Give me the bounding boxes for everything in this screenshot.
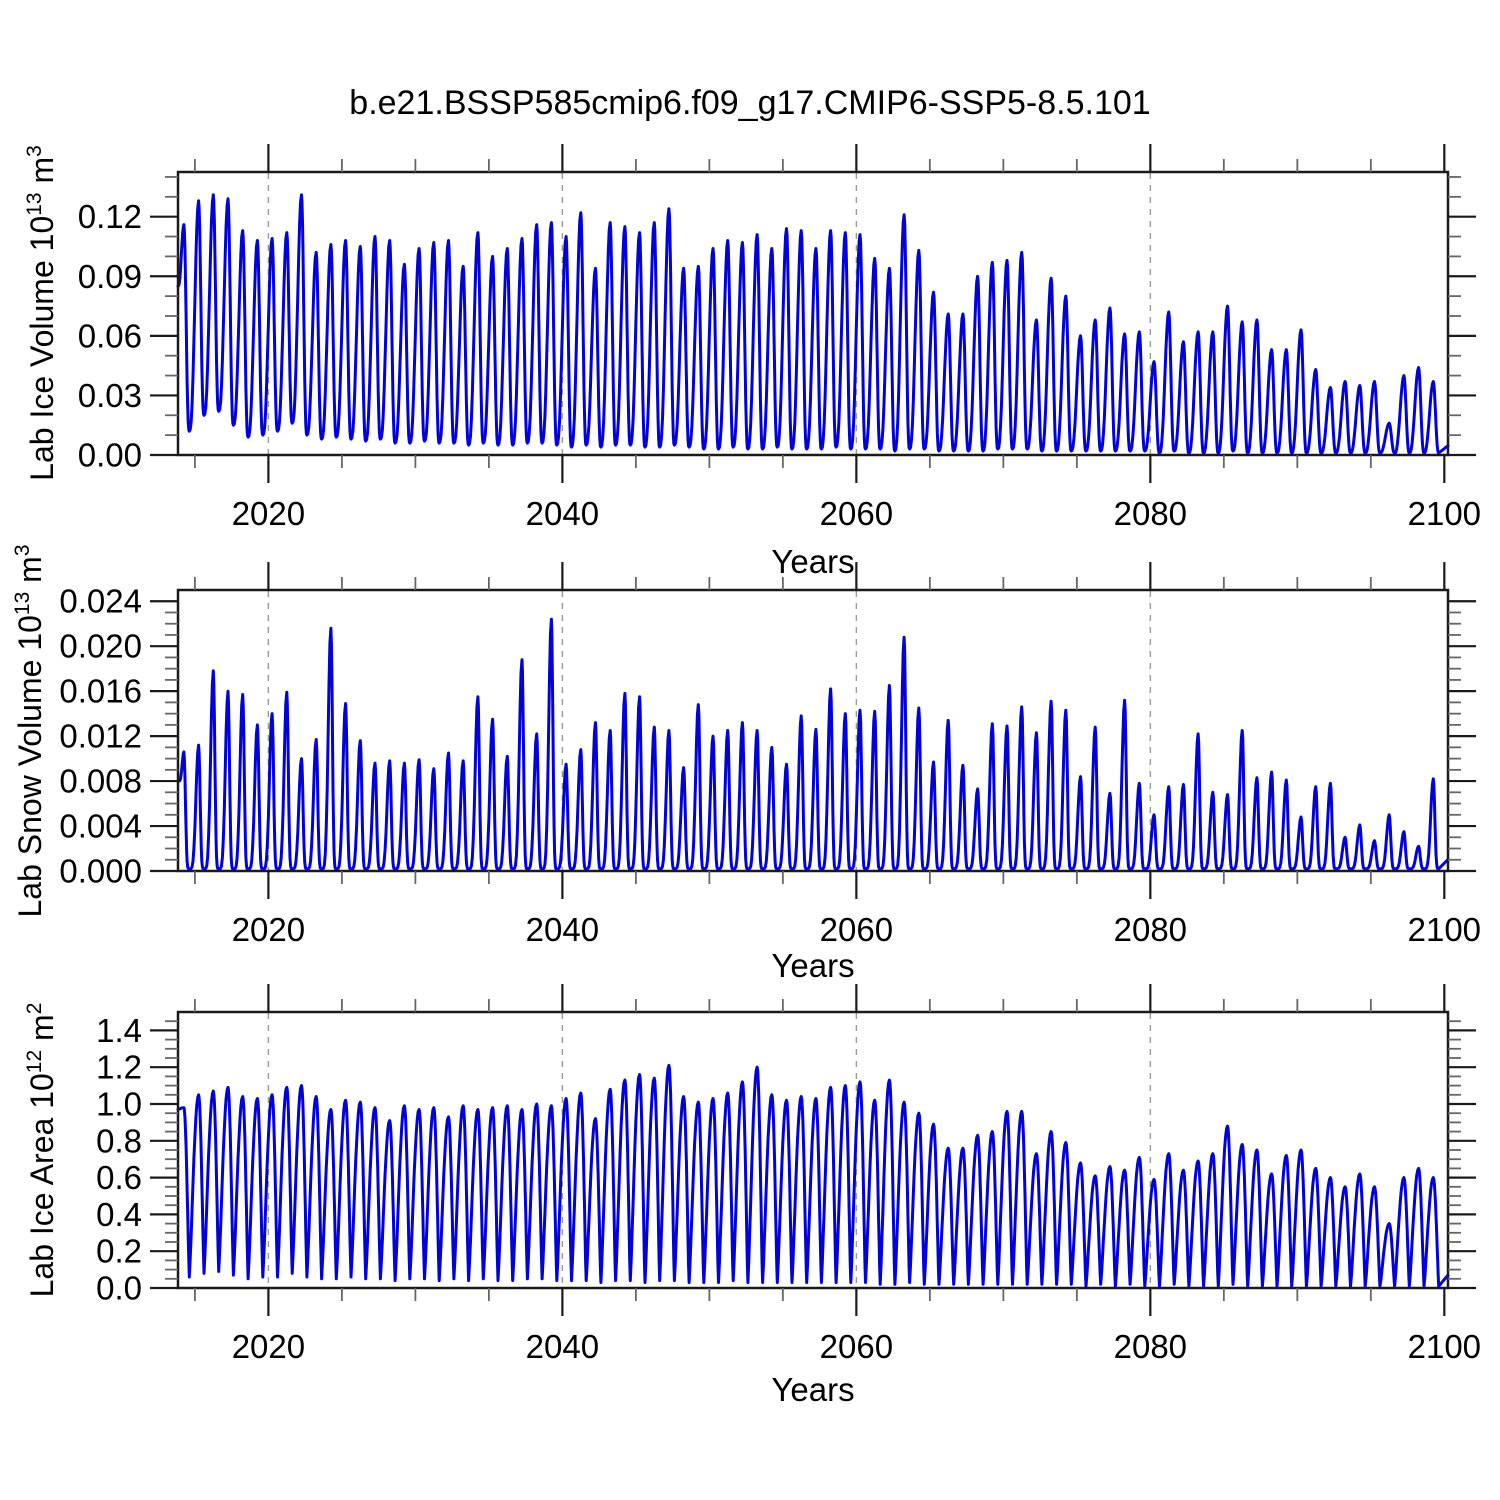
y-tick-label-middle-0.024: 0.024 — [59, 583, 142, 620]
x-tick-label-middle-2060: 2060 — [820, 911, 893, 948]
y-tick-label-bottom-0.8: 0.8 — [96, 1122, 142, 1159]
y-axis-title-snow-volume: Lab Snow Volume 1013 m3 — [11, 544, 48, 918]
y-tick-label-top-0.12: 0.12 — [78, 198, 142, 235]
y-tick-label-middle-0.004: 0.004 — [59, 808, 142, 845]
y-axis-title-ice-volume: Lab Ice Volume 1013 m3 — [23, 145, 60, 481]
x-tick-label-bottom-2040: 2040 — [526, 1328, 599, 1365]
series-bottom-curve — [176, 1063, 1450, 1288]
y-tick-label-bottom-1.2: 1.2 — [96, 1049, 142, 1086]
x-tick-label-bottom-2080: 2080 — [1114, 1328, 1187, 1365]
panel-middle-ticks — [150, 562, 1476, 899]
y-tick-label-top-0.03: 0.03 — [78, 377, 142, 414]
x-tick-label-top-2040: 2040 — [526, 495, 599, 532]
x-tick-label-bottom-2060: 2060 — [820, 1328, 893, 1365]
panel-middle-y-tick-labels: 0.000 0.004 0.008 0.012 0.016 0.020 0.024 — [59, 583, 142, 890]
panel-bottom-y-tick-labels: 0.00.20.40.60.81.01.21.4 — [96, 1012, 142, 1307]
x-tick-label-middle-2020: 2020 — [232, 911, 305, 948]
y-tick-label-bottom-1.0: 1.0 — [96, 1086, 142, 1123]
y-tick-label-bottom-0.4: 0.4 — [96, 1196, 142, 1233]
panel-top-frame — [176, 170, 1450, 457]
panel-top-x-tick-labels: 2020 2040 2060 2080 2100 — [232, 495, 1481, 532]
x-tick-label-top-2080: 2080 — [1114, 495, 1187, 532]
panel-middle-x-tick-labels: 2020 2040 2060 2080 2100 — [232, 911, 1481, 948]
panel-top: 0.00 0.03 0.06 0.09 0.12 2020 2040 2060 2080 2100 — [78, 144, 1481, 532]
panel-bottom-ticks — [150, 984, 1476, 1316]
y-tick-label-bottom-0.0: 0.0 — [96, 1270, 142, 1307]
y-tick-label-top-0.00: 0.00 — [78, 437, 142, 474]
x-tick-label-top-2020: 2020 — [232, 495, 305, 532]
y-tick-label-top-0.06: 0.06 — [78, 317, 142, 354]
y-tick-label-middle-0.000: 0.000 — [59, 853, 142, 890]
x-axis-title-bottom: Years — [771, 1371, 855, 1408]
y-tick-label-top-0.09: 0.09 — [78, 258, 142, 295]
x-axis-title-middle: Years — [771, 947, 855, 984]
x-tick-label-top-2060: 2060 — [820, 495, 893, 532]
x-tick-label-bottom-2100: 2100 — [1408, 1328, 1481, 1365]
panel-middle-frame — [176, 588, 1450, 873]
figure-title: b.e21.BSSP585cmip6.f09_g17.CMIP6-SSP5-8.… — [349, 84, 1151, 122]
y-tick-label-bottom-0.6: 0.6 — [96, 1159, 142, 1196]
panel-top-ticks — [150, 144, 1476, 483]
x-axis-title-top: Years — [771, 543, 855, 580]
panel-top-y-tick-labels: 0.00 0.03 0.06 0.09 0.12 — [78, 198, 142, 473]
x-tick-label-middle-2100: 2100 — [1408, 911, 1481, 948]
x-tick-label-bottom-2020: 2020 — [232, 1328, 305, 1365]
panel-bottom: 0.00.20.40.60.81.01.21.4 2020 2040 2060 2080… — [96, 984, 1481, 1365]
panel-bottom-x-tick-labels: 2020 2040 2060 2080 2100 — [232, 1328, 1481, 1365]
y-tick-label-middle-0.008: 0.008 — [59, 763, 142, 800]
y-tick-label-middle-0.020: 0.020 — [59, 628, 142, 665]
x-tick-label-top-2100: 2100 — [1408, 495, 1481, 532]
x-tick-label-middle-2080: 2080 — [1114, 911, 1187, 948]
y-tick-label-bottom-1.4: 1.4 — [96, 1012, 142, 1049]
y-axis-title-ice-area: Lab Ice Area 1012 m2 — [23, 1002, 60, 1298]
y-tick-label-middle-0.012: 0.012 — [59, 718, 142, 755]
y-tick-label-middle-0.016: 0.016 — [59, 673, 142, 710]
series-middle-curve — [176, 617, 1450, 871]
y-tick-label-bottom-0.2: 0.2 — [96, 1233, 142, 1270]
series-top-curve — [176, 193, 1450, 455]
x-tick-label-middle-2040: 2040 — [526, 911, 599, 948]
